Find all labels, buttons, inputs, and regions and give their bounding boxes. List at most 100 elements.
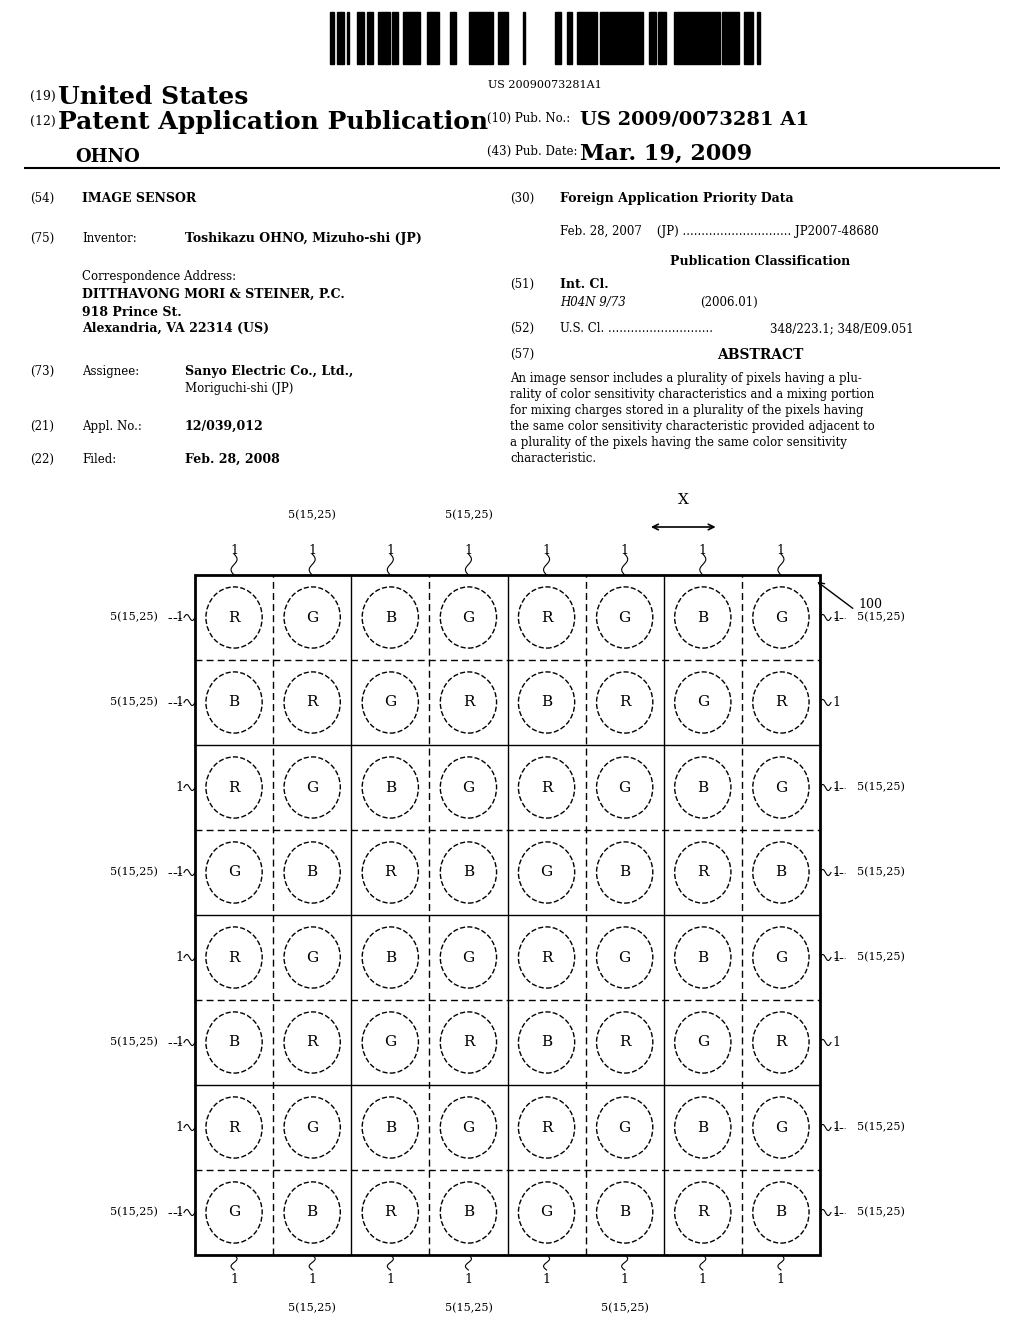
Text: 5(15,25): 5(15,25) bbox=[288, 1303, 336, 1313]
Text: B: B bbox=[228, 696, 240, 710]
Text: 1: 1 bbox=[831, 1206, 840, 1218]
Text: 5(15,25): 5(15,25) bbox=[444, 510, 493, 520]
Bar bbox=[195, 576, 820, 1255]
Bar bbox=[695, 12, 697, 63]
Text: R: R bbox=[775, 696, 786, 710]
Text: G: G bbox=[462, 950, 474, 965]
Text: G: G bbox=[775, 1121, 787, 1134]
Text: R: R bbox=[306, 1035, 317, 1049]
Text: B: B bbox=[541, 1035, 552, 1049]
Bar bbox=[434, 12, 436, 63]
Text: B: B bbox=[541, 696, 552, 710]
Text: 5(15,25): 5(15,25) bbox=[857, 952, 905, 962]
Bar bbox=[703, 12, 705, 63]
Text: 5(15,25): 5(15,25) bbox=[857, 612, 905, 623]
Text: 1: 1 bbox=[777, 544, 785, 557]
Text: 5(15,25): 5(15,25) bbox=[857, 1208, 905, 1217]
Bar bbox=[654, 12, 656, 63]
Text: (54): (54) bbox=[30, 191, 54, 205]
Text: (43) Pub. Date:: (43) Pub. Date: bbox=[487, 145, 578, 158]
Text: R: R bbox=[385, 866, 396, 879]
Text: R: R bbox=[541, 780, 552, 795]
Text: 5(15,25): 5(15,25) bbox=[444, 1303, 493, 1313]
Text: 1: 1 bbox=[698, 544, 707, 557]
Bar bbox=[472, 12, 476, 63]
Bar bbox=[662, 12, 666, 63]
Bar bbox=[674, 12, 679, 63]
Text: characteristic.: characteristic. bbox=[510, 451, 596, 465]
Text: G: G bbox=[306, 780, 318, 795]
Text: Filed:: Filed: bbox=[82, 453, 117, 466]
Bar bbox=[427, 12, 431, 63]
Text: B: B bbox=[463, 1205, 474, 1220]
Text: DITTHAVONG MORI & STEINER, P.C.: DITTHAVONG MORI & STEINER, P.C. bbox=[82, 288, 345, 301]
Text: 5(15,25): 5(15,25) bbox=[857, 867, 905, 878]
Text: G: G bbox=[462, 1121, 474, 1134]
Bar bbox=[649, 12, 651, 63]
Bar bbox=[498, 12, 500, 63]
Text: R: R bbox=[228, 780, 240, 795]
Bar bbox=[357, 12, 362, 63]
Bar bbox=[705, 12, 709, 63]
Text: the same color sensitivity characteristic provided adjacent to: the same color sensitivity characteristi… bbox=[510, 420, 874, 433]
Text: 1: 1 bbox=[175, 696, 183, 709]
Text: rality of color sensitivity characteristics and a mixing portion: rality of color sensitivity characterist… bbox=[510, 388, 874, 401]
Bar bbox=[658, 12, 662, 63]
Bar bbox=[567, 12, 569, 63]
Text: R: R bbox=[697, 1205, 709, 1220]
Bar bbox=[697, 12, 703, 63]
Bar bbox=[500, 12, 504, 63]
Bar bbox=[587, 12, 591, 63]
Bar bbox=[582, 12, 587, 63]
Text: 1: 1 bbox=[621, 1272, 629, 1286]
Bar bbox=[624, 12, 630, 63]
Text: G: G bbox=[618, 950, 631, 965]
Bar bbox=[347, 12, 349, 63]
Text: (21): (21) bbox=[30, 420, 54, 433]
Bar bbox=[504, 12, 508, 63]
Text: R: R bbox=[618, 696, 631, 710]
Text: 1: 1 bbox=[308, 544, 316, 557]
Text: B: B bbox=[306, 1205, 317, 1220]
Text: 5(15,25): 5(15,25) bbox=[110, 1038, 158, 1048]
Bar bbox=[682, 12, 684, 63]
Text: (73): (73) bbox=[30, 366, 54, 378]
Text: R: R bbox=[618, 1035, 631, 1049]
Text: Feb. 28, 2008: Feb. 28, 2008 bbox=[185, 453, 280, 466]
Text: B: B bbox=[385, 950, 396, 965]
Text: 1: 1 bbox=[386, 1272, 394, 1286]
Text: G: G bbox=[228, 866, 241, 879]
Text: G: G bbox=[384, 696, 396, 710]
Text: R: R bbox=[541, 950, 552, 965]
Text: (10) Pub. No.:: (10) Pub. No.: bbox=[487, 112, 570, 125]
Text: (51): (51) bbox=[510, 279, 535, 290]
Text: R: R bbox=[385, 1205, 396, 1220]
Bar bbox=[337, 12, 341, 63]
Bar bbox=[378, 12, 383, 63]
Text: G: G bbox=[462, 780, 474, 795]
Bar bbox=[403, 12, 408, 63]
Bar bbox=[362, 12, 364, 63]
Bar bbox=[637, 12, 643, 63]
Text: R: R bbox=[697, 866, 709, 879]
Bar bbox=[569, 12, 572, 63]
Text: B: B bbox=[697, 780, 709, 795]
Text: 5(15,25): 5(15,25) bbox=[110, 867, 158, 878]
Text: (75): (75) bbox=[30, 232, 54, 246]
Text: B: B bbox=[463, 866, 474, 879]
Text: R: R bbox=[463, 1035, 474, 1049]
Bar bbox=[577, 12, 579, 63]
Text: 1: 1 bbox=[831, 1121, 840, 1134]
Text: R: R bbox=[228, 1121, 240, 1134]
Bar bbox=[414, 12, 420, 63]
Text: (30): (30) bbox=[510, 191, 535, 205]
Bar bbox=[490, 12, 493, 63]
Text: 1: 1 bbox=[308, 1272, 316, 1286]
Text: 1: 1 bbox=[175, 611, 183, 624]
Text: 1: 1 bbox=[175, 950, 183, 964]
Text: 918 Prince St.: 918 Prince St. bbox=[82, 306, 181, 319]
Text: X: X bbox=[678, 492, 689, 507]
Text: B: B bbox=[697, 950, 709, 965]
Bar bbox=[469, 12, 472, 63]
Text: G: G bbox=[384, 1035, 396, 1049]
